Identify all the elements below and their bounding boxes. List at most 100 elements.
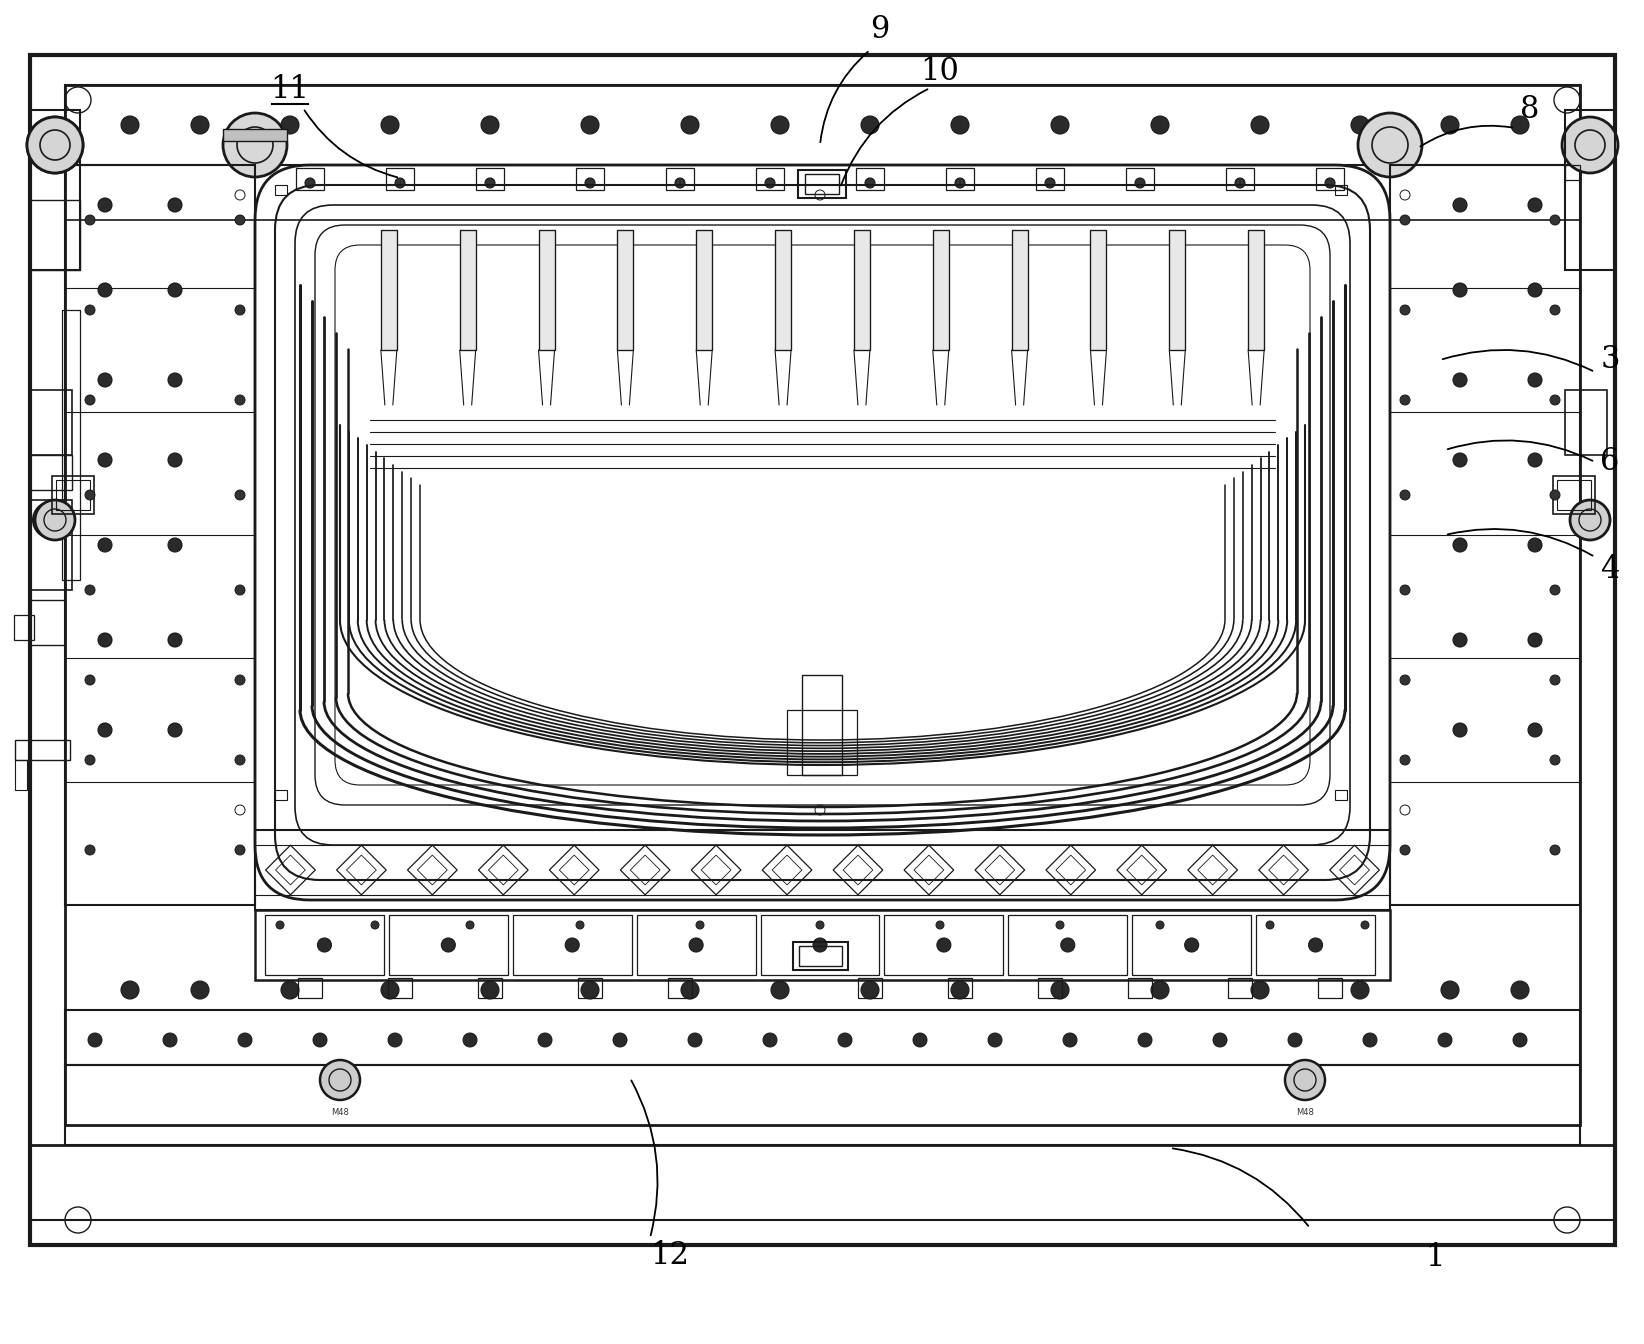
Bar [275, 790, 288, 800]
Circle shape [85, 215, 95, 224]
Bar [386, 168, 414, 190]
Circle shape [168, 284, 182, 297]
Bar [853, 230, 870, 349]
Circle shape [485, 177, 495, 188]
Circle shape [381, 116, 399, 134]
Circle shape [580, 116, 598, 134]
Circle shape [235, 845, 245, 855]
Circle shape [1138, 1034, 1152, 1047]
Circle shape [1351, 981, 1369, 999]
Circle shape [1309, 938, 1322, 952]
Circle shape [1550, 845, 1560, 855]
Bar [1389, 165, 1580, 905]
Circle shape [912, 1034, 927, 1047]
Circle shape [585, 177, 595, 188]
Text: 3: 3 [1600, 344, 1619, 375]
Circle shape [99, 538, 112, 552]
Bar [30, 55, 1614, 1245]
Bar [853, 230, 870, 349]
Circle shape [99, 198, 112, 212]
Circle shape [988, 1034, 1001, 1047]
Bar [539, 230, 554, 349]
Circle shape [1453, 538, 1466, 552]
Circle shape [681, 116, 699, 134]
Circle shape [191, 981, 209, 999]
Circle shape [1363, 1034, 1378, 1047]
Bar [1565, 390, 1606, 456]
Circle shape [1453, 453, 1466, 466]
Bar [255, 831, 1389, 910]
Circle shape [1527, 723, 1542, 737]
Bar [15, 741, 71, 759]
Circle shape [85, 585, 95, 595]
Circle shape [1550, 491, 1560, 500]
Bar [66, 1064, 1580, 1145]
Circle shape [1527, 198, 1542, 212]
Bar [1169, 230, 1185, 349]
Circle shape [538, 1034, 552, 1047]
Circle shape [771, 116, 789, 134]
Bar [30, 390, 72, 456]
Circle shape [122, 116, 140, 134]
Circle shape [465, 921, 473, 929]
Circle shape [937, 938, 950, 952]
Bar [932, 230, 949, 349]
Circle shape [388, 1034, 403, 1047]
Circle shape [676, 177, 686, 188]
Bar [275, 185, 288, 195]
Bar [1128, 978, 1152, 999]
Bar [1335, 185, 1346, 195]
Circle shape [441, 938, 455, 952]
Text: 9: 9 [870, 15, 889, 46]
Bar [381, 230, 396, 349]
Bar [30, 456, 72, 491]
Circle shape [1287, 1034, 1302, 1047]
Bar [66, 165, 255, 905]
Bar [381, 230, 396, 349]
Circle shape [1550, 215, 1560, 224]
Circle shape [1351, 116, 1369, 134]
Circle shape [35, 500, 76, 540]
Bar [797, 169, 847, 198]
Circle shape [224, 113, 288, 177]
Bar [761, 915, 880, 974]
Circle shape [1527, 633, 1542, 646]
Circle shape [1550, 305, 1560, 314]
Bar [884, 915, 1003, 974]
Circle shape [1527, 374, 1542, 387]
Circle shape [85, 675, 95, 685]
Bar [1011, 230, 1028, 349]
Bar [298, 978, 322, 999]
Circle shape [276, 921, 284, 929]
Circle shape [763, 1034, 778, 1047]
Bar [666, 168, 694, 190]
Bar [66, 85, 1580, 165]
Bar [857, 168, 884, 190]
Circle shape [687, 1034, 702, 1047]
Circle shape [955, 177, 965, 188]
Circle shape [235, 215, 245, 224]
Text: M48: M48 [330, 1107, 349, 1117]
Circle shape [1151, 116, 1169, 134]
Bar [774, 230, 791, 349]
Circle shape [1442, 116, 1458, 134]
Circle shape [85, 305, 95, 314]
Circle shape [1251, 116, 1269, 134]
Circle shape [89, 1034, 102, 1047]
Bar [1248, 230, 1264, 349]
Circle shape [482, 116, 500, 134]
Circle shape [815, 921, 824, 929]
Bar [667, 978, 692, 999]
Circle shape [1511, 981, 1529, 999]
Circle shape [1051, 116, 1069, 134]
Bar [1037, 978, 1062, 999]
Circle shape [381, 981, 399, 999]
Circle shape [99, 723, 112, 737]
Text: 11: 11 [271, 74, 309, 105]
Bar [390, 915, 508, 974]
Circle shape [99, 374, 112, 387]
Circle shape [33, 503, 69, 538]
Circle shape [99, 284, 112, 297]
Circle shape [235, 305, 245, 314]
Circle shape [395, 177, 404, 188]
